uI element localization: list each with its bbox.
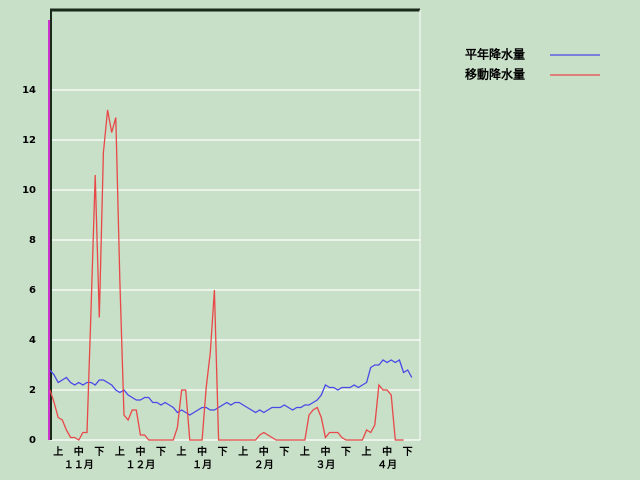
- x-tick-label: 上: [238, 445, 248, 458]
- y-tick-label: 2: [29, 385, 36, 396]
- y-tick-label: 14: [22, 85, 36, 96]
- y-tick-label: 4: [29, 335, 36, 346]
- legend-label: 移動降水量: [465, 67, 525, 82]
- x-tick-label: 上: [177, 445, 187, 458]
- y-tick-label: 0: [29, 435, 36, 446]
- x-tick-label: 中: [382, 445, 392, 458]
- x-tick-label: 下: [279, 446, 289, 458]
- month-label: ２月: [254, 459, 274, 471]
- x-tick-label: 上: [115, 445, 125, 458]
- y-tick-label: 6: [29, 285, 36, 296]
- y-tick-label: 12: [22, 135, 36, 146]
- series-line: [49, 109, 404, 441]
- month-label: １月: [192, 459, 212, 471]
- x-tick-label: 中: [74, 445, 84, 458]
- month-label: ３月: [315, 459, 335, 471]
- x-tick-label: 下: [218, 446, 228, 458]
- month-label: １１月: [64, 459, 94, 471]
- y-tick-label: 10: [22, 185, 36, 196]
- x-tick-label: 中: [197, 445, 207, 458]
- y-tick-label: 8: [29, 235, 36, 246]
- x-tick-label: 下: [403, 446, 413, 458]
- x-tick-label: 上: [53, 445, 63, 458]
- month-label: １２月: [125, 459, 155, 471]
- x-tick-label: 上: [300, 445, 310, 458]
- month-label: ４月: [377, 459, 397, 471]
- x-tick-label: 下: [94, 446, 104, 458]
- x-tick-label: 下: [156, 446, 166, 458]
- series-line: [49, 359, 413, 416]
- x-tick-label: 中: [320, 445, 330, 458]
- legend-label: 平年降水量: [465, 47, 525, 62]
- x-tick-label: 下: [341, 446, 351, 458]
- x-tick-label: 上: [362, 445, 372, 458]
- x-tick-label: 中: [135, 445, 145, 458]
- x-tick-label: 中: [259, 445, 269, 458]
